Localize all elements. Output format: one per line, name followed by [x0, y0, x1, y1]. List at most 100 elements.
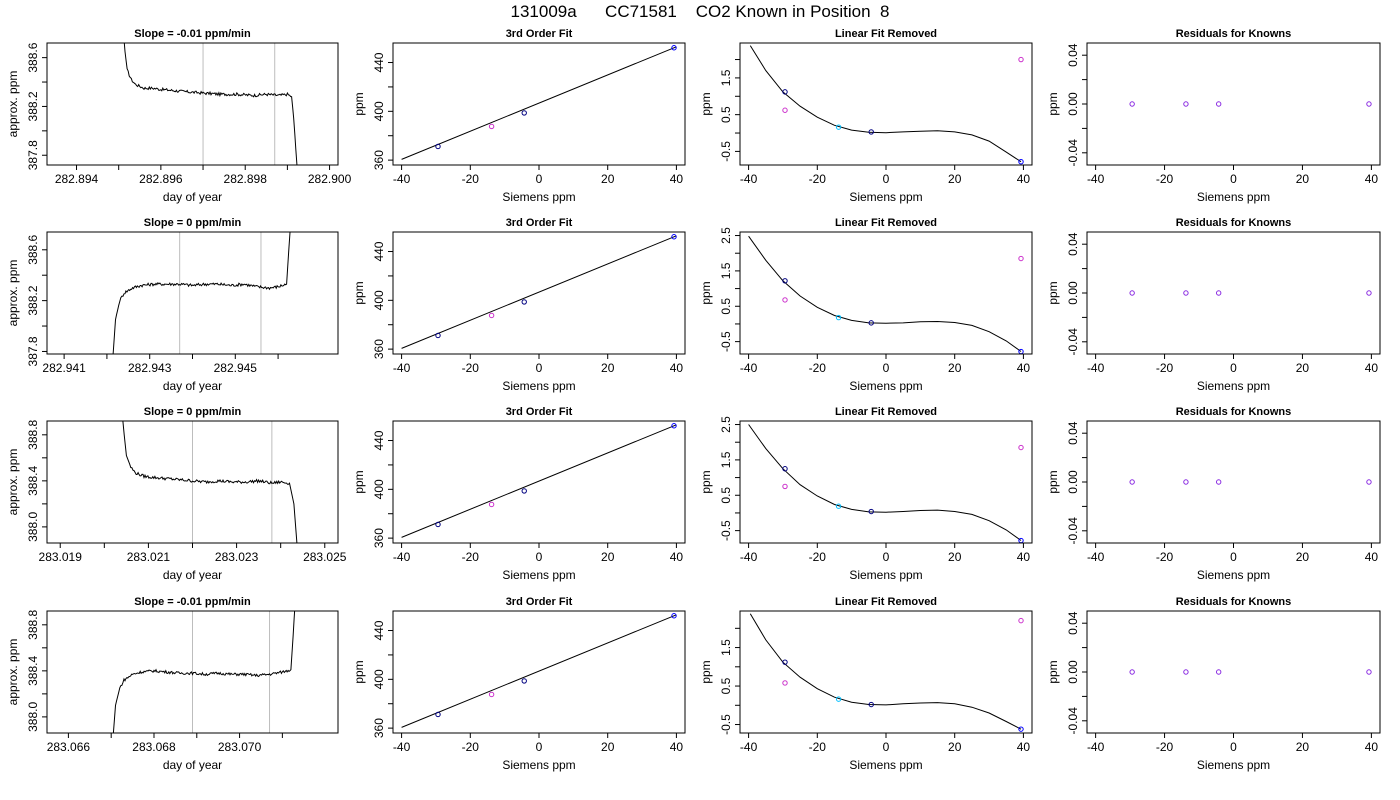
data-point [435, 521, 441, 528]
data-point [782, 297, 788, 303]
panel-residual-2: Residuals for Knowns -40 -20 0 20 40 -0.04 0.00… [1046, 406, 1381, 582]
plot-frame [392, 42, 686, 166]
data-point [671, 45, 677, 51]
y-tick-label: 1.5 [719, 639, 733, 656]
x-tick-label: 20 [601, 550, 615, 564]
x-tick-label: 20 [948, 361, 962, 375]
x-tick-label: 283.066 [47, 740, 91, 754]
y-tick-label: 0.00 [1066, 660, 1080, 684]
panel-linear-2: Linear Fit Removed -40 -20 0 20 40 -0.5 0.5 1.5 2… [699, 406, 1033, 582]
figure-title: 131009a CC71581 CO2 Known in Position 8 [510, 2, 890, 21]
x-axis-label: day of year [163, 758, 222, 772]
x-tick-label: -40 [393, 172, 411, 186]
x-tick-label: 40 [1017, 172, 1031, 186]
data-point [868, 701, 874, 708]
y-axis-label: ppm [699, 281, 713, 304]
y-tick-label: 388.0 [26, 512, 40, 542]
y-axis-label: approx. ppm [6, 449, 20, 516]
cubic-curve [749, 613, 1022, 730]
x-tick-label: 0 [1230, 740, 1237, 754]
y-tick-label: 1.5 [719, 451, 733, 468]
data-point [835, 314, 842, 321]
y-tick-label: 387.8 [26, 140, 40, 170]
panel-title: Linear Fit Removed [835, 28, 937, 40]
x-tick-label: 0 [883, 740, 890, 754]
x-tick-label: 0 [883, 550, 890, 564]
plot-frame [739, 610, 1033, 734]
y-tick-label: 388.0 [26, 702, 40, 732]
x-tick-label: 282.898 [224, 172, 268, 186]
x-axis-label: day of year [163, 190, 222, 204]
data-point [1018, 617, 1024, 624]
data-point [1215, 479, 1222, 485]
data-point [521, 678, 527, 684]
y-tick-label: -0.04 [1066, 707, 1080, 735]
plot-frame [392, 231, 686, 355]
data-point [1018, 255, 1024, 262]
plot-area [749, 45, 1022, 163]
x-tick-label: 282.945 [214, 361, 258, 375]
x-tick-label: 20 [1296, 740, 1310, 754]
x-tick-label: 283.021 [127, 550, 171, 564]
x-tick-label: 40 [670, 740, 684, 754]
y-axis-label: ppm [699, 660, 713, 683]
y-tick-label: 0.5 [719, 487, 733, 504]
x-axis-label: Siemens ppm [502, 568, 575, 582]
y-axis-label: ppm [1046, 92, 1060, 115]
data-point [868, 508, 874, 515]
data-point [1018, 56, 1024, 63]
y-tick-label: 360 [372, 718, 386, 738]
cubic-curve [748, 235, 1022, 352]
panel-title: Residuals for Knowns [1176, 217, 1292, 229]
x-tick-label: 40 [1365, 550, 1379, 564]
x-tick-label: -40 [1087, 361, 1105, 375]
data-point [488, 501, 495, 508]
x-tick-label: 20 [948, 550, 962, 564]
y-tick-label: -0.5 [719, 331, 733, 352]
x-axis-label: Siemens ppm [1197, 568, 1270, 582]
x-tick-label: 283.070 [218, 740, 262, 754]
data-point [488, 691, 495, 698]
plot-area [749, 613, 1022, 730]
plot-frame [392, 610, 686, 734]
y-tick-label: 0.5 [719, 298, 733, 315]
data-point [868, 320, 874, 326]
x-axis-label: Siemens ppm [502, 190, 575, 204]
x-tick-label: 283.068 [132, 740, 176, 754]
y-tick-label: 388.8 [26, 419, 40, 449]
x-tick-label: 282.900 [308, 172, 352, 186]
plot-frame [739, 42, 1033, 166]
x-tick-label: -20 [1156, 361, 1174, 375]
data-point [671, 423, 677, 429]
x-tick-label: 283.025 [303, 550, 347, 564]
x-tick-label: 0 [883, 361, 890, 375]
data-point [521, 110, 527, 116]
y-tick-label: 388.2 [26, 91, 40, 121]
y-tick-label: 0.04 [1066, 43, 1080, 67]
y-tick-label: 2.5 [719, 227, 733, 244]
data-point [1018, 444, 1024, 451]
y-tick-label: 400 [372, 669, 386, 689]
y-axis-label: ppm [352, 470, 366, 493]
data-point [782, 278, 788, 284]
x-tick-label: 20 [601, 740, 615, 754]
x-tick-label: -20 [462, 550, 480, 564]
panel-residual-3: Residuals for Knowns -40 -20 0 20 40 -0.04 0.00… [1046, 596, 1381, 772]
x-tick-label: 40 [670, 361, 684, 375]
data-point [868, 129, 874, 135]
panel-title: 3rd Order Fit [506, 217, 573, 229]
data-point [1018, 537, 1024, 544]
y-tick-label: 2.5 [719, 416, 733, 433]
x-axis-label: Siemens ppm [502, 758, 575, 772]
x-tick-label: 20 [1296, 361, 1310, 375]
panel-title: Slope = -0.01 ppm/min [134, 28, 251, 40]
plot-area [122, 421, 298, 543]
y-tick-label: 388.2 [26, 285, 40, 315]
y-axis-label: ppm [1046, 281, 1060, 304]
data-point [1129, 290, 1135, 296]
x-tick-label: 20 [948, 172, 962, 186]
y-tick-label: 440 [372, 52, 386, 72]
data-point [671, 613, 677, 619]
concentration-trace [112, 611, 296, 733]
x-tick-label: 20 [601, 361, 615, 375]
